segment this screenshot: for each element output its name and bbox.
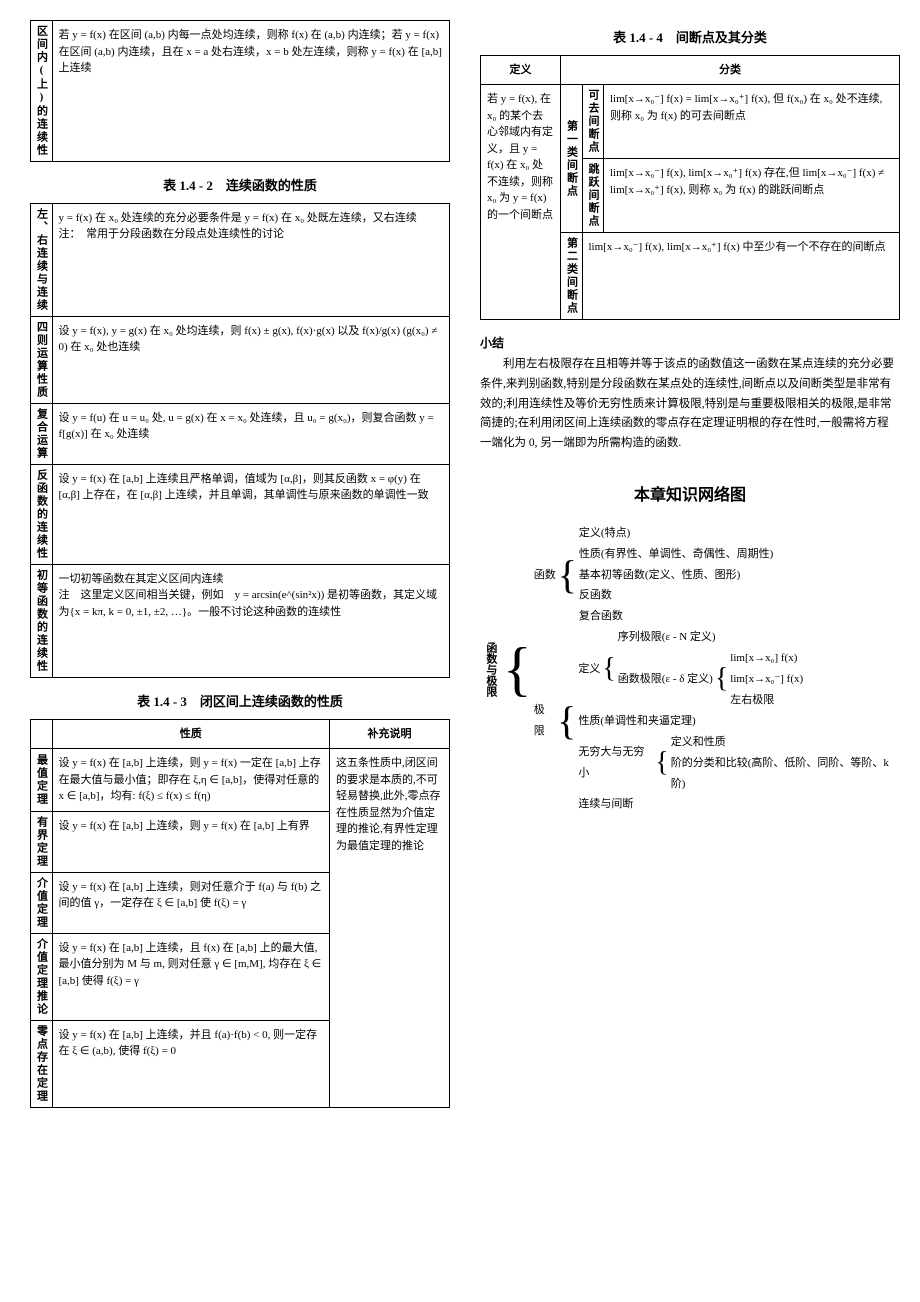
row-label: 最值定理 — [31, 749, 53, 812]
tree-cont: 连续与间断 — [578, 794, 900, 815]
row-content: 设 y = f(x) 在 [a,b] 上连续，并且 f(a)·f(b) < 0,… — [52, 1020, 330, 1107]
row-content: 设 y = f(x) 在 [a,b] 上连续，则 y = f(x) 在 [a,b… — [52, 811, 330, 872]
row-content: 设 y = f(x) 在 [a,b] 上连续，则对任意介于 f(a) 与 f(b… — [52, 872, 330, 933]
tree-b1-item: 基本初等函数(定义、性质、图形) — [579, 565, 773, 586]
removable-label: 可去间断点 — [582, 85, 604, 159]
cat2-text: lim[x→x₀⁻] f(x), lim[x→x₀⁺] f(x) 中至少有一个不… — [582, 233, 900, 320]
row-label: 区间内(上)的连续性 — [31, 21, 53, 162]
table-1-4-3-caption: 表 1.4 - 3 闭区间上连续函数的性质 — [30, 692, 450, 713]
network-title: 本章知识网络图 — [480, 483, 900, 509]
def-text: 若 y = f(x), 在 x₀ 的某个去心邻域内有定义，且 y = f(x) … — [481, 85, 561, 320]
summary-text: 利用左右极限存在且相等并等于该点的函数值这一函数在某点连续的充分必要条件,来判别… — [480, 355, 900, 453]
tree-prop: 性质(单调性和夹逼定理) — [578, 711, 900, 732]
knowledge-tree: 函数与极限 { 函数 { 定义(特点)性质(有界性、单调性、奇偶性、周期性)基本… — [480, 523, 900, 815]
removable-text: lim[x→x₀⁻] f(x) = lim[x→x₀⁺] f(x), 但 f(x… — [604, 85, 900, 159]
jump-label: 跳跃间断点 — [582, 159, 604, 233]
tree-def-label: 定义 — [578, 659, 600, 680]
row-content: 设 y = f(x) 在 [a,b] 上连续，且 f(x) 在 [a,b] 上的… — [52, 933, 330, 1020]
tree-lim-item: lim[x→x₀⁻] f(x) — [730, 669, 803, 690]
summary-title: 小结 — [480, 334, 900, 353]
row-label: 反函数的连续性 — [31, 464, 53, 564]
table-1-4-3: 性质 补充说明 最值定理设 y = f(x) 在 [a,b] 上连续，则 y =… — [30, 719, 450, 1108]
row-content: 一切初等函数在其定义区间内连续 注 这里定义区间相当关键，例如 y = arcs… — [52, 564, 450, 677]
tree-seq: 序列极限(ε - N 定义) — [618, 627, 803, 648]
tree-lim-item: lim[x→x₀] f(x) — [730, 648, 803, 669]
table-1-4-2-caption: 表 1.4 - 2 连续函数的性质 — [30, 176, 450, 197]
table-1-4-4: 定义 分类 若 y = f(x), 在 x₀ 的某个去心邻域内有定义，且 y =… — [480, 55, 900, 321]
tree-lim-item: 左右极限 — [730, 690, 803, 711]
cat2-label: 第二类间断点 — [561, 233, 583, 320]
note-cell: 这五条性质中,闭区间的要求是本质的,不可轻易替换,此外,零点存在性质显然为介值定… — [330, 749, 450, 1108]
tree-b1-label: 函数 — [534, 565, 556, 586]
row-label: 四则运算性质 — [31, 316, 53, 403]
row-content: y = f(x) 在 x₀ 处连续的充分必要条件是 y = f(x) 在 x₀ … — [52, 203, 450, 316]
header-class: 分类 — [561, 55, 900, 85]
row-label: 左、右连续与连续 — [31, 203, 53, 316]
tree-b1-item: 反函数 — [579, 585, 773, 606]
row-content: 设 y = f(x) 在 [a,b] 上连续且严格单调，值域为 [α,β]，则其… — [52, 464, 450, 564]
row-label: 介值定理 — [31, 872, 53, 933]
tree-fn: 函数极限(ε - δ 定义) — [618, 669, 713, 690]
row-label: 有界定理 — [31, 811, 53, 872]
header-blank — [31, 719, 53, 749]
row-label: 初等函数的连续性 — [31, 564, 53, 677]
row-content: 设 y = f(x), y = g(x) 在 x₀ 处均连续，则 f(x) ± … — [52, 316, 450, 403]
tree-inf-item: 定义和性质 — [671, 732, 900, 753]
row-label: 零点存在定理 — [31, 1020, 53, 1107]
table-1-4-1-partial: 区间内(上)的连续性 若 y = f(x) 在区间 (a,b) 内每一点处均连续… — [30, 20, 450, 162]
row-label: 介值定理推论 — [31, 933, 53, 1020]
row-content: 设 y = f(x) 在 [a,b] 上连续，则 y = f(x) 一定在 [a… — [52, 749, 330, 812]
row-content: 设 y = f(u) 在 u = u₀ 处, u = g(x) 在 x = x₀… — [52, 403, 450, 464]
tree-b1-item: 复合函数 — [579, 606, 773, 627]
cat1-label: 第一类间断点 — [561, 85, 583, 233]
header-def: 定义 — [481, 55, 561, 85]
tree-b1-item: 性质(有界性、单调性、奇偶性、周期性) — [579, 544, 773, 565]
header-prop: 性质 — [52, 719, 330, 749]
tree-b1-item: 定义(特点) — [579, 523, 773, 544]
tree-root: 函数与极限 — [480, 642, 501, 697]
tree-inf-label: 无穷大与无穷小 — [578, 742, 653, 784]
table-1-4-4-caption: 表 1.4 - 4 间断点及其分类 — [480, 28, 900, 49]
tree-inf-item: 阶的分类和比较(高阶、低阶、同阶、等阶、k 阶) — [671, 753, 900, 795]
cell-content: 若 y = f(x) 在区间 (a,b) 内每一点处均连续，则称 f(x) 在 … — [52, 21, 450, 162]
header-note: 补充说明 — [330, 719, 450, 749]
table-1-4-2: 左、右连续与连续y = f(x) 在 x₀ 处连续的充分必要条件是 y = f(… — [30, 203, 450, 678]
tree-b2-label: 极限 — [534, 700, 555, 742]
row-label: 复合运算 — [31, 403, 53, 464]
jump-text: lim[x→x₀⁻] f(x), lim[x→x₀⁺] f(x) 存在,但 li… — [604, 159, 900, 233]
